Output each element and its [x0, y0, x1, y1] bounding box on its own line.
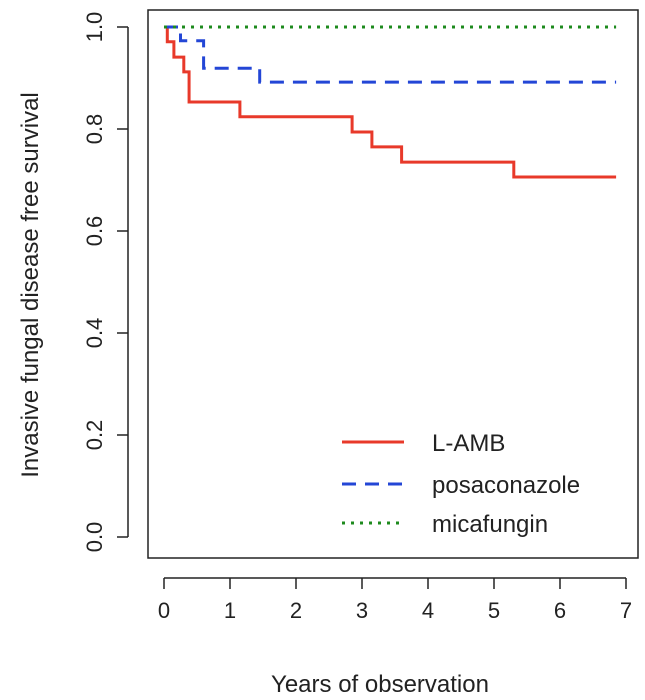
legend-label-l-amb: L-AMB: [432, 430, 505, 457]
x-axis-title: Years of observation: [271, 671, 489, 698]
y-tick-label: 0.4: [82, 318, 107, 349]
legend: L-AMB posaconazole micafungin: [342, 430, 580, 538]
x-tick-label: 7: [620, 598, 632, 623]
y-tick-label: 0.8: [82, 114, 107, 145]
x-tick-label: 6: [554, 598, 566, 623]
y-tick-label: 1.0: [82, 12, 107, 43]
y-axis-title: Invasive fungal disease free survival: [17, 92, 44, 478]
y-axis: 0.0 0.2 0.4 0.6 0.8 1.0: [82, 12, 129, 553]
y-tick-label: 0.0: [82, 522, 107, 553]
x-axis: 0 1 2 3 4 5 6 7: [158, 577, 632, 623]
x-tick-label: 3: [356, 598, 368, 623]
x-tick-label: 4: [422, 598, 434, 623]
y-tick-label: 0.6: [82, 216, 107, 247]
series-line-posaconazole: [164, 25, 617, 84]
legend-label-micafungin: micafungin: [432, 511, 548, 538]
legend-label-posaconazole: posaconazole: [432, 472, 580, 499]
x-tick-label: 1: [224, 598, 236, 623]
y-tick-label: 0.2: [82, 420, 107, 451]
x-tick-label: 5: [488, 598, 500, 623]
plot-frame: [147, 9, 639, 559]
x-tick-label: 2: [290, 598, 302, 623]
series-line-l-amb: [164, 25, 617, 179]
x-tick-label: 0: [158, 598, 170, 623]
series-lines: [164, 25, 617, 179]
